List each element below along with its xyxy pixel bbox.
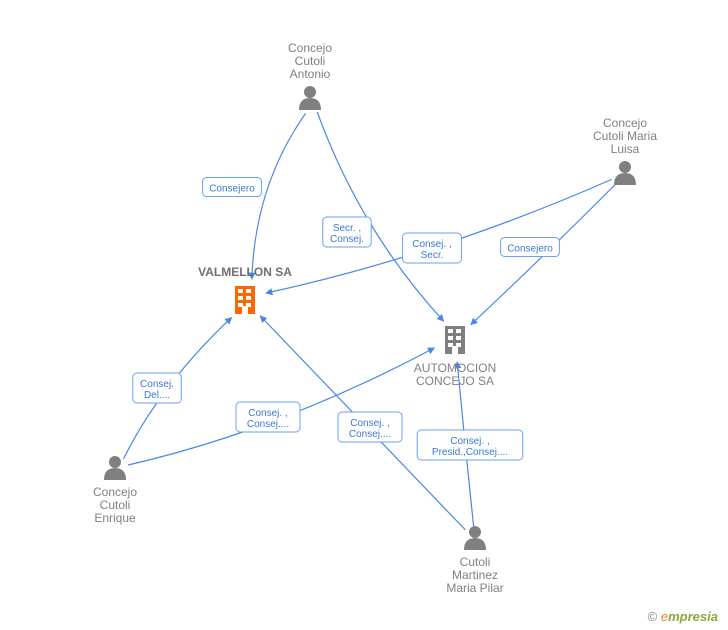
edge-label: Consejero bbox=[501, 238, 560, 257]
node-label: CONCEJO SA bbox=[416, 374, 494, 388]
edge-label: Consej.Del.... bbox=[133, 373, 181, 403]
svg-text:Consejero: Consejero bbox=[209, 184, 255, 195]
svg-text:Presid.,Consej....: Presid.,Consej.... bbox=[432, 447, 508, 458]
node-label: VALMELLON SA bbox=[198, 265, 292, 279]
svg-text:Consej....: Consej.... bbox=[247, 419, 289, 430]
network-diagram: ConsejeroSecr. ,Consej.Consej. ,Secr.Con… bbox=[0, 0, 728, 630]
company-node[interactable]: VALMELLON SA bbox=[198, 265, 292, 314]
node-label: Enrique bbox=[94, 511, 136, 525]
person-node[interactable]: ConcejoCutoliAntonio bbox=[288, 41, 332, 110]
footer-branding: © empresia bbox=[648, 609, 718, 624]
edge-label: Consej. ,Secr. bbox=[403, 233, 462, 263]
node-label: Concejo bbox=[93, 485, 137, 499]
edge-label: Consejero bbox=[203, 178, 262, 197]
edge-label: Consej. ,Consej.... bbox=[236, 402, 300, 432]
svg-text:Consej. ,: Consej. , bbox=[248, 408, 287, 419]
node-label: AUTOMOCION bbox=[414, 361, 496, 375]
svg-text:Consej.: Consej. bbox=[140, 379, 174, 390]
person-node[interactable]: ConcejoCutoli MariaLuisa bbox=[593, 116, 657, 185]
brand-rest: mpresia bbox=[668, 609, 718, 624]
node-label: Cutoli bbox=[295, 54, 326, 68]
node-label: Martinez bbox=[452, 568, 498, 582]
node-label: Concejo bbox=[288, 41, 332, 55]
svg-text:Del....: Del.... bbox=[144, 390, 170, 401]
node-label: Antonio bbox=[290, 67, 331, 81]
edge-label: Secr. ,Consej. bbox=[323, 217, 371, 247]
svg-text:Consej. ,: Consej. , bbox=[412, 239, 451, 250]
svg-text:Consej....: Consej.... bbox=[349, 429, 391, 440]
svg-text:Consej. ,: Consej. , bbox=[350, 418, 389, 429]
node-label: Cutoli Maria bbox=[593, 129, 657, 143]
edge-label: Consej. ,Presid.,Consej.... bbox=[417, 430, 523, 460]
node-label: Cutoli bbox=[460, 555, 491, 569]
svg-text:Consejero: Consejero bbox=[507, 244, 553, 255]
company-node[interactable]: AUTOMOCIONCONCEJO SA bbox=[414, 326, 496, 388]
edge-label: Consej. ,Consej.... bbox=[338, 412, 402, 442]
svg-text:Secr.: Secr. bbox=[421, 250, 444, 261]
node-label: Cutoli bbox=[100, 498, 131, 512]
person-node[interactable]: ConcejoCutoliEnrique bbox=[93, 456, 137, 525]
svg-text:Consej.: Consej. bbox=[330, 234, 364, 245]
node-label: Maria Pilar bbox=[446, 581, 503, 595]
copyright-symbol: © bbox=[648, 609, 658, 624]
person-node[interactable]: CutoliMartinezMaria Pilar bbox=[446, 526, 503, 595]
node-label: Luisa bbox=[611, 142, 640, 156]
svg-text:Secr. ,: Secr. , bbox=[333, 223, 361, 234]
svg-text:Consej. ,: Consej. , bbox=[450, 436, 489, 447]
node-label: Concejo bbox=[603, 116, 647, 130]
